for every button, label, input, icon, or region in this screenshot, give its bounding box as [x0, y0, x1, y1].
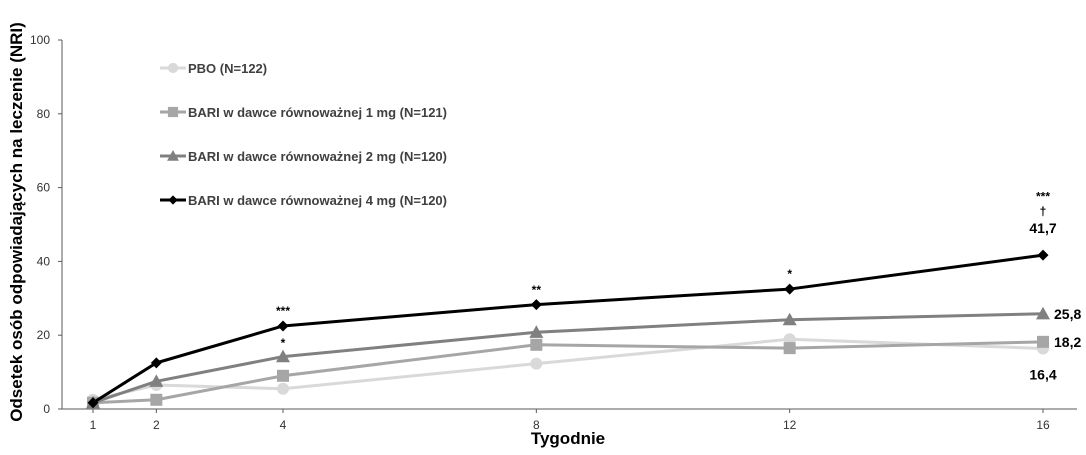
data-point [530, 299, 542, 311]
x-tick-label: 16 [1036, 418, 1050, 432]
data-point [783, 342, 796, 355]
y-axis-title: Odsetek osób odpowiadających na leczenie… [7, 22, 26, 422]
data-point [277, 382, 289, 395]
data-label: 18,2 [1054, 334, 1081, 350]
data-label: 41,7 [1029, 220, 1056, 236]
series-line [92, 340, 1044, 405]
legend-label: BARI w dawce równoważnej 1 mg (N=121) [188, 105, 447, 120]
data-point [87, 397, 99, 409]
series-line [92, 337, 1044, 402]
significance-mark: *** [1036, 190, 1050, 204]
data-point [782, 312, 797, 326]
data-point [277, 369, 289, 382]
data-point [530, 338, 543, 351]
y-tick-label: 0 [43, 402, 50, 416]
annotations: **********† [276, 190, 1050, 350]
significance-mark: *** [276, 304, 290, 318]
x-tick-label: 1 [90, 418, 97, 432]
data-point [1037, 335, 1049, 348]
significance-mark: † [1040, 204, 1047, 218]
significance-mark: ** [532, 283, 542, 297]
legend: PBO (N=122) BARI w dawce równoważnej 1 mg… [160, 61, 447, 208]
series-2 [87, 335, 1049, 409]
data-point [1037, 249, 1049, 261]
significance-mark: * [787, 267, 792, 281]
data-label: 16,4 [1029, 366, 1056, 382]
data-labels: 41,7 25,8 18,2 16,4 [1029, 220, 1081, 382]
data-point [277, 320, 289, 332]
legend-label: BARI w dawce równoważnej 4 mg (N=120) [188, 193, 447, 208]
x-axis-title: Tygodnie [531, 429, 605, 448]
x-tick-label: 8 [533, 418, 540, 432]
axes [61, 40, 1077, 410]
legend-label: PBO (N=122) [188, 61, 267, 76]
x-tick-label: 12 [783, 418, 797, 432]
data-point [150, 393, 163, 406]
series-4 [87, 249, 1049, 409]
legend-marker [167, 106, 179, 118]
series-line [92, 253, 1044, 404]
data-point [530, 357, 543, 370]
y-tick-label: 20 [37, 328, 51, 342]
legend-label: BARI w dawce równoważnej 2 mg (N=120) [188, 149, 447, 164]
legend-item: BARI w dawce równoważnej 4 mg (N=120) [160, 193, 447, 208]
data-point [1036, 306, 1050, 320]
y-tick-label: 100 [30, 33, 50, 47]
data-point [149, 374, 164, 387]
legend-marker [167, 150, 179, 161]
data-point [784, 283, 796, 295]
legend-marker [167, 62, 179, 74]
series-3 [86, 306, 1050, 409]
data-point [150, 357, 162, 369]
legend-marker [168, 195, 178, 205]
significance-mark: * [281, 336, 286, 350]
data-label: 25,8 [1054, 306, 1081, 322]
legend-item: BARI w dawce równoważnej 2 mg (N=120) [160, 149, 447, 164]
series-group [86, 249, 1050, 409]
data-point [529, 325, 544, 338]
x-tick-label: 2 [153, 418, 160, 432]
y-ticks: 0 20 40 60 80 100 [30, 33, 62, 416]
legend-item: BARI w dawce równoważnej 1 mg (N=121) [160, 105, 447, 120]
legend-item: PBO (N=122) [160, 61, 267, 76]
y-tick-label: 60 [37, 181, 51, 195]
x-tick-label: 4 [280, 418, 287, 432]
y-tick-label: 80 [37, 107, 51, 121]
series-line [92, 312, 1044, 405]
data-point [276, 349, 290, 363]
x-ticks: 1 2 4 8 12 16 [90, 409, 1050, 432]
y-tick-label: 40 [37, 254, 51, 268]
